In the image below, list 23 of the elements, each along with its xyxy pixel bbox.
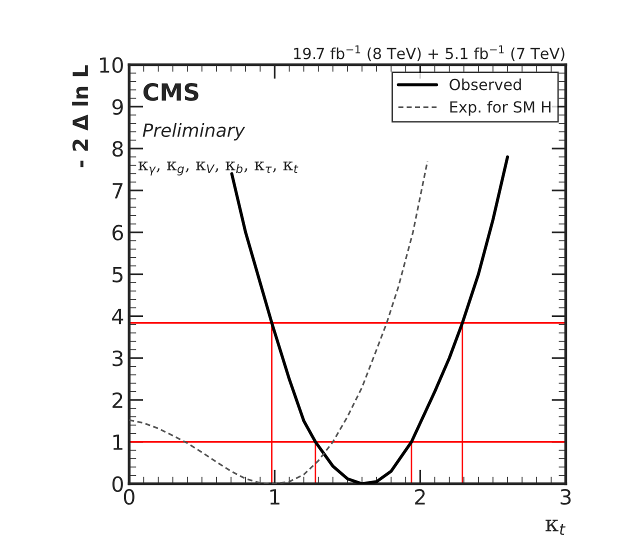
text: κ$_{γ}$, κ$_{g}$, κ$_{V}$, κ$_{b}$, κ$_{τ}$, κ$_{t}$	[138, 162, 298, 176]
x-tick-label: 1	[270, 489, 280, 504]
y-tick-label: 9	[112, 99, 123, 115]
y-tick-label: 4	[112, 308, 124, 324]
x-axis-title: κ$_{t}$	[546, 520, 566, 535]
legend-label: Observed	[450, 78, 521, 90]
annotation: CMS	[143, 83, 198, 101]
y-tick-label: 3	[112, 350, 123, 366]
y-tick-label: 5	[112, 266, 122, 282]
y-tick-label: 6	[112, 224, 123, 241]
annotation: Preliminary	[142, 123, 246, 141]
x-tick-label: 0	[124, 489, 134, 505]
y-axis-title: - 2 Δ ln L	[72, 65, 88, 168]
y-tick-label: 0	[112, 476, 123, 492]
y-tick-label: 7	[112, 183, 123, 198]
y-tick-label: 10	[100, 57, 123, 73]
legend-label: Exp. for SM H	[450, 100, 550, 116]
chart-title: 19.7 fb$^{−1}$ (8 TeV) + 5.1 fb$^{−1}$ (7 TeV)	[294, 45, 564, 62]
x-tick-label: 2	[415, 489, 425, 504]
y-tick-label: 2	[112, 392, 122, 408]
x-tick-label: 3	[560, 489, 571, 505]
y-tick-label: 1	[113, 434, 122, 450]
y-tick-label: 8	[112, 140, 123, 157]
